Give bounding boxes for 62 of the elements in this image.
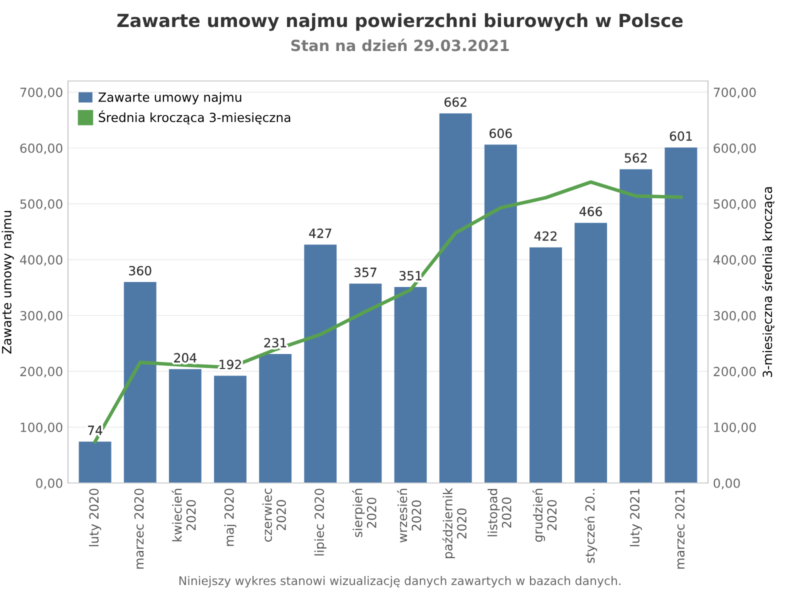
y2-tick-label: 300,00	[714, 310, 756, 322]
x-tick-label: marzec 2021	[675, 489, 685, 569]
data-label: 601	[670, 131, 692, 141]
bar	[214, 376, 246, 483]
chart-title: Zawarte umowy najmu powierzchni biurowych w Polsce	[117, 13, 683, 31]
bar	[439, 113, 472, 483]
bar	[664, 147, 698, 483]
data-label: 427	[309, 228, 332, 238]
x-tick-label: październik 2020	[442, 488, 466, 558]
legend-label: Średnia krocząca 3-miesięczna	[98, 110, 290, 124]
bar	[349, 284, 382, 483]
y-tick-label: 600,00	[20, 143, 62, 154]
y2-tick-label: 400,00	[713, 255, 756, 266]
bar	[124, 282, 156, 483]
bar	[484, 144, 517, 483]
data-label: 606	[490, 128, 512, 138]
y2-tick-label: 700,00	[714, 88, 756, 98]
data-label: 357	[354, 268, 376, 278]
x-tick-label: luty 2020	[88, 488, 102, 546]
y2-axis-title: 3-miesięczna średnia krocząca	[762, 187, 774, 377]
y-tick-label: 100,00	[20, 422, 62, 434]
y-tick-label: 300,00	[20, 310, 62, 322]
bar	[168, 369, 202, 483]
y-tick-label: 400,00	[20, 255, 62, 266]
x-tick-label: kwiecień 2020	[172, 488, 196, 542]
x-tick-label: wrzesień 2020	[396, 488, 422, 543]
data-label: 204	[174, 353, 196, 363]
y2-tick-label: 100,00	[714, 422, 756, 434]
data-label: 360	[129, 266, 152, 276]
x-tick-label: luty 2021	[630, 489, 642, 546]
y-tick-label: 200,00	[20, 366, 62, 378]
chart-subtitle: Stan na dzień 29.03.2021	[291, 38, 509, 52]
x-tick-label: listopad 2020	[488, 489, 512, 536]
y-axis-title: Zawarte umowy najmu	[2, 210, 14, 354]
bar	[304, 244, 337, 483]
bar	[394, 287, 427, 483]
bar	[620, 169, 652, 483]
bar	[259, 354, 292, 483]
bar	[78, 442, 112, 483]
text: Niniejszy wykres stanowi wizualizację danych zawartych w bazach danych.	[179, 576, 620, 588]
x-tick-label: styczeń 20..	[584, 489, 598, 563]
y-tick-label: 700,00	[20, 88, 62, 98]
data-label: 422	[534, 231, 556, 241]
x-tick-label: czerwiec 2020	[262, 488, 286, 542]
y2-tick-label: 0,00	[714, 478, 740, 490]
data-label: 662	[444, 97, 466, 107]
x-tick-label: marzec 2020	[134, 488, 144, 569]
y2-tick-label: 500,00	[714, 199, 756, 210]
x-tick-label: maj 2020	[224, 488, 236, 546]
bar	[530, 247, 562, 483]
bar	[574, 222, 608, 483]
y2-tick-label: 200,00	[714, 366, 756, 378]
data-label: 466	[580, 206, 602, 216]
y-tick-label: 0,00	[36, 478, 62, 490]
data-label: 562	[624, 153, 647, 163]
y2-tick-label: 600,00	[714, 143, 756, 154]
x-tick-label: grudzień 2020	[532, 488, 557, 542]
data-label: 231	[264, 338, 286, 348]
x-tick-label: lipiec 2020	[314, 488, 326, 556]
y-tick-label: 500,00	[20, 199, 62, 210]
x-tick-label: sierpień 2020	[352, 488, 376, 538]
legend-label: Zawarte umowy najmu	[98, 92, 242, 104]
